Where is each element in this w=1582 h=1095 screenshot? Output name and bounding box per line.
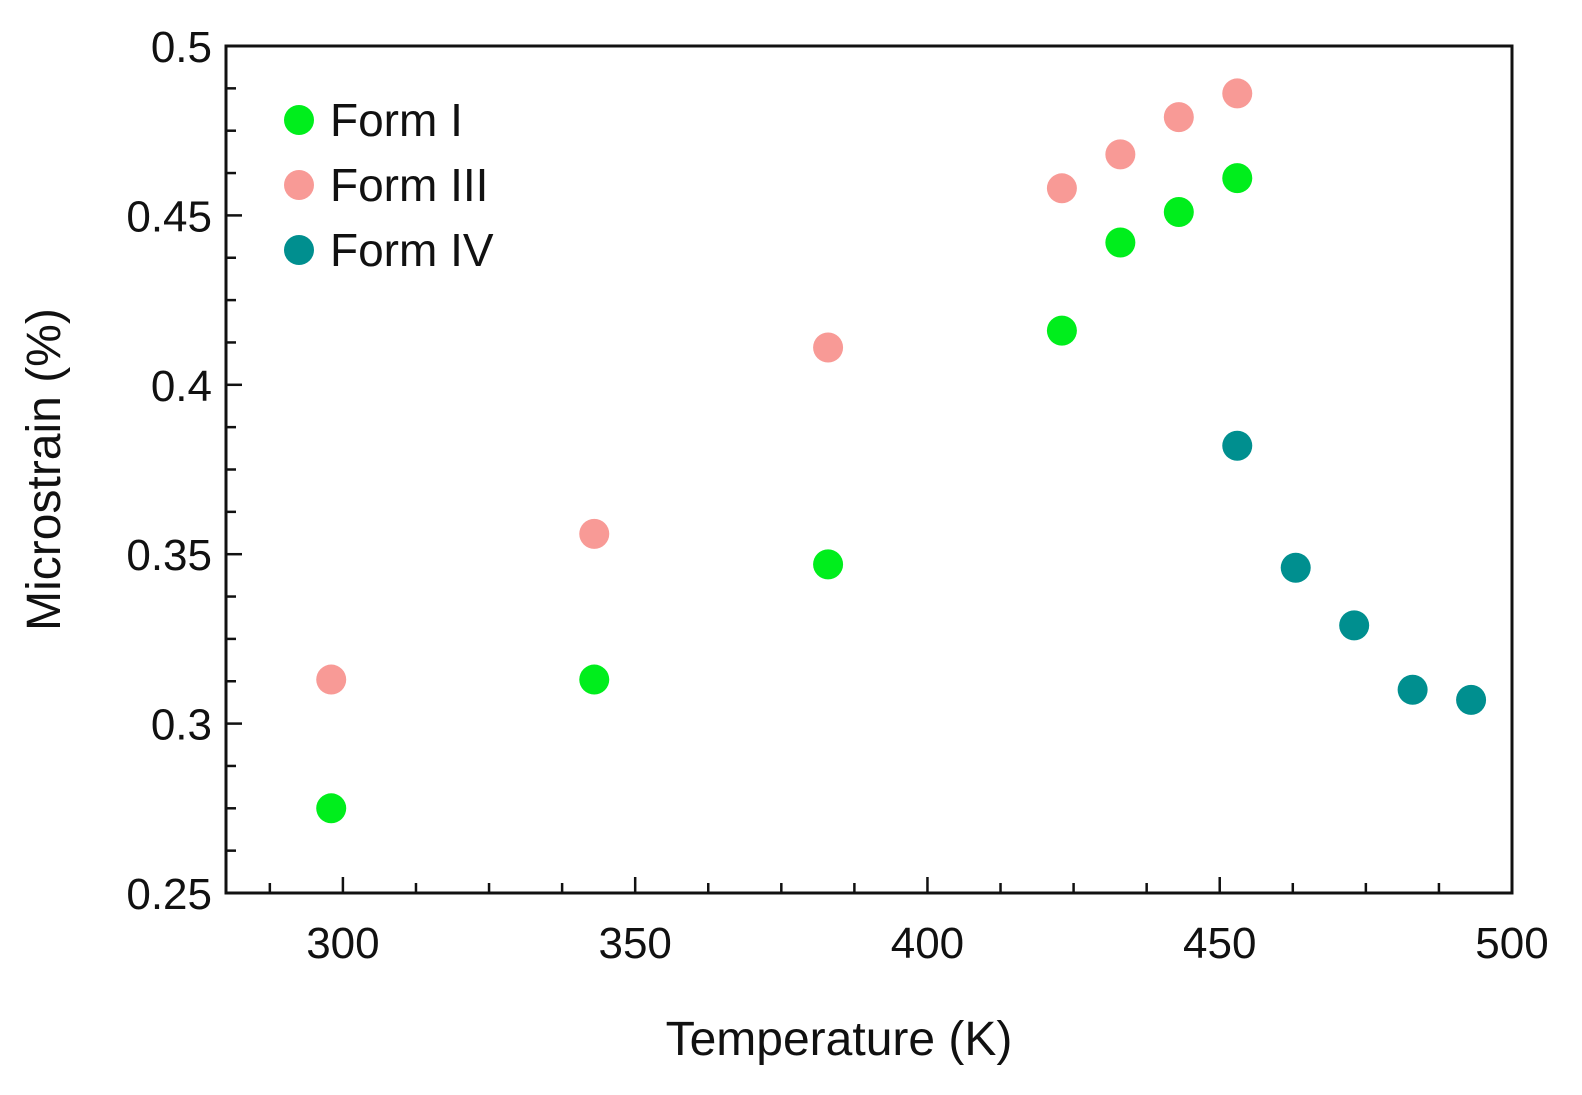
data-point — [1105, 227, 1136, 258]
data-point — [316, 664, 347, 695]
data-point — [1163, 102, 1194, 133]
series-form-i — [316, 163, 1253, 824]
data-point — [1046, 173, 1077, 204]
data-point — [1222, 78, 1253, 109]
data-point — [813, 549, 844, 580]
series-form-iii — [316, 78, 1253, 695]
data-point — [1397, 674, 1428, 705]
data-point — [1280, 552, 1311, 583]
data-point — [1222, 430, 1253, 461]
legend-label: Form IV — [330, 224, 494, 276]
series-form-iv — [1222, 430, 1487, 715]
y-tick-label: 0.3 — [151, 701, 212, 750]
y-tick-label: 0.4 — [151, 362, 212, 411]
legend-label: Form III — [330, 159, 488, 211]
y-tick-label: 0.45 — [126, 192, 212, 241]
legend-marker — [284, 105, 314, 135]
data-point — [316, 793, 347, 824]
data-point — [579, 518, 610, 549]
x-tick-label: 500 — [1475, 919, 1548, 968]
x-tick-label: 350 — [598, 919, 671, 968]
legend: Form I Form III Form IV — [284, 94, 494, 276]
data-point — [1339, 610, 1370, 641]
data-point — [813, 332, 844, 363]
legend-marker — [284, 170, 314, 200]
minor-ticks — [226, 87, 1441, 893]
x-tick-label: 300 — [306, 919, 379, 968]
y-axis-title: Microstrain (%) — [18, 308, 71, 631]
data-point — [1105, 139, 1136, 170]
data-point — [579, 664, 610, 695]
y-tick-labels: 0.25 0.3 0.35 0.4 0.45 0.5 — [126, 23, 212, 919]
y-tick-label: 0.25 — [126, 870, 212, 919]
x-tick-labels: 300 350 400 450 500 — [306, 919, 1549, 968]
y-tick-label: 0.5 — [151, 23, 212, 72]
legend-label: Form I — [330, 94, 463, 146]
legend-marker — [284, 235, 314, 265]
data-point — [1222, 163, 1253, 194]
plot-frame — [224, 44, 1514, 895]
data-point — [1163, 197, 1194, 228]
x-axis-title: Temperature (K) — [666, 1013, 1013, 1066]
data-point — [1456, 684, 1487, 715]
data-points — [316, 78, 1487, 824]
x-tick-label: 450 — [1183, 919, 1256, 968]
data-point — [1046, 315, 1077, 346]
x-tick-label: 400 — [891, 919, 964, 968]
y-tick-label: 0.35 — [126, 531, 212, 580]
